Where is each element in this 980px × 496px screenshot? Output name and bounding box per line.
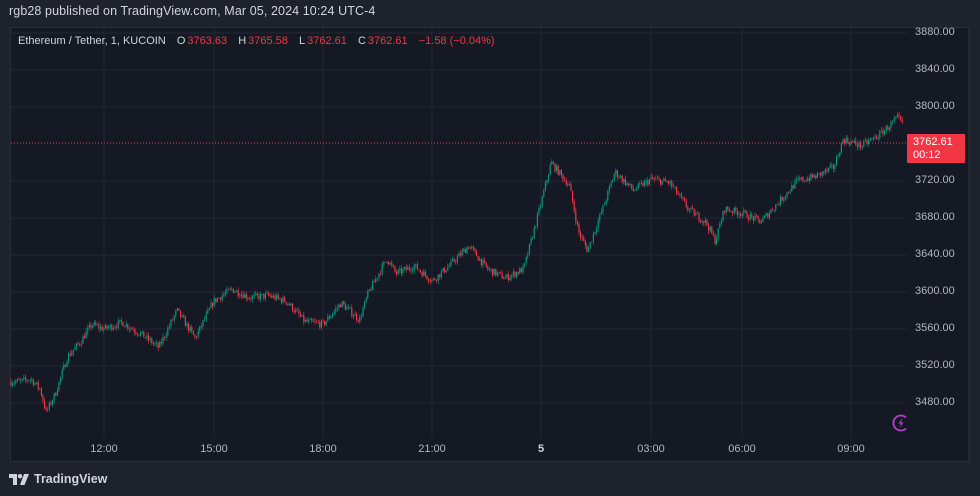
lightning-icon[interactable] [891, 413, 911, 433]
last-price-tag: 3762.61 00:12 [907, 134, 965, 163]
price-axis-label: 3800.00 [915, 100, 955, 112]
price-axis-label: 3680.00 [915, 211, 955, 223]
low-value: 3762.61 [307, 35, 347, 47]
price-axis-label: 3480.00 [915, 396, 955, 408]
time-axis-label: 12:00 [90, 443, 118, 455]
tradingview-logo[interactable]: TradingView [9, 472, 107, 486]
change-value: −1.58 (−0.04%) [418, 35, 495, 47]
time-axis-label: 15:00 [200, 443, 228, 455]
time-axis-label: 09:00 [837, 443, 865, 455]
brand-name: TradingView [34, 472, 108, 486]
grid-lines [11, 28, 907, 437]
bar-countdown: 00:12 [913, 149, 941, 161]
price-axis-label: 3560.00 [915, 322, 955, 334]
open-value: 3763.63 [187, 35, 228, 47]
price-axis-label: 3720.00 [915, 174, 955, 186]
close-value: 3762.61 [367, 35, 408, 47]
tradingview-logo-icon [9, 473, 29, 485]
symbol-label[interactable]: Ethereum / Tether, 1, KUCOIN [18, 35, 166, 47]
price-axis-label: 3840.00 [915, 63, 955, 75]
price-axis-label: 3640.00 [915, 248, 955, 260]
time-axis-label: 03:00 [637, 443, 665, 455]
price-axis-label: 3880.00 [915, 26, 955, 38]
time-axis-label: 06:00 [728, 443, 756, 455]
last-price-value: 3762.61 [913, 136, 953, 148]
published-byline: rgb28 published on TradingView.com, Mar … [9, 4, 376, 18]
price-axis-label: 3520.00 [915, 359, 955, 371]
time-axis-label: 21:00 [418, 443, 446, 455]
price-axis-label: 3600.00 [915, 285, 955, 297]
time-axis-label: 18:00 [309, 443, 337, 455]
candles [10, 111, 903, 413]
high-value: 3765.58 [248, 35, 288, 47]
time-axis-label: 5 [537, 443, 545, 455]
